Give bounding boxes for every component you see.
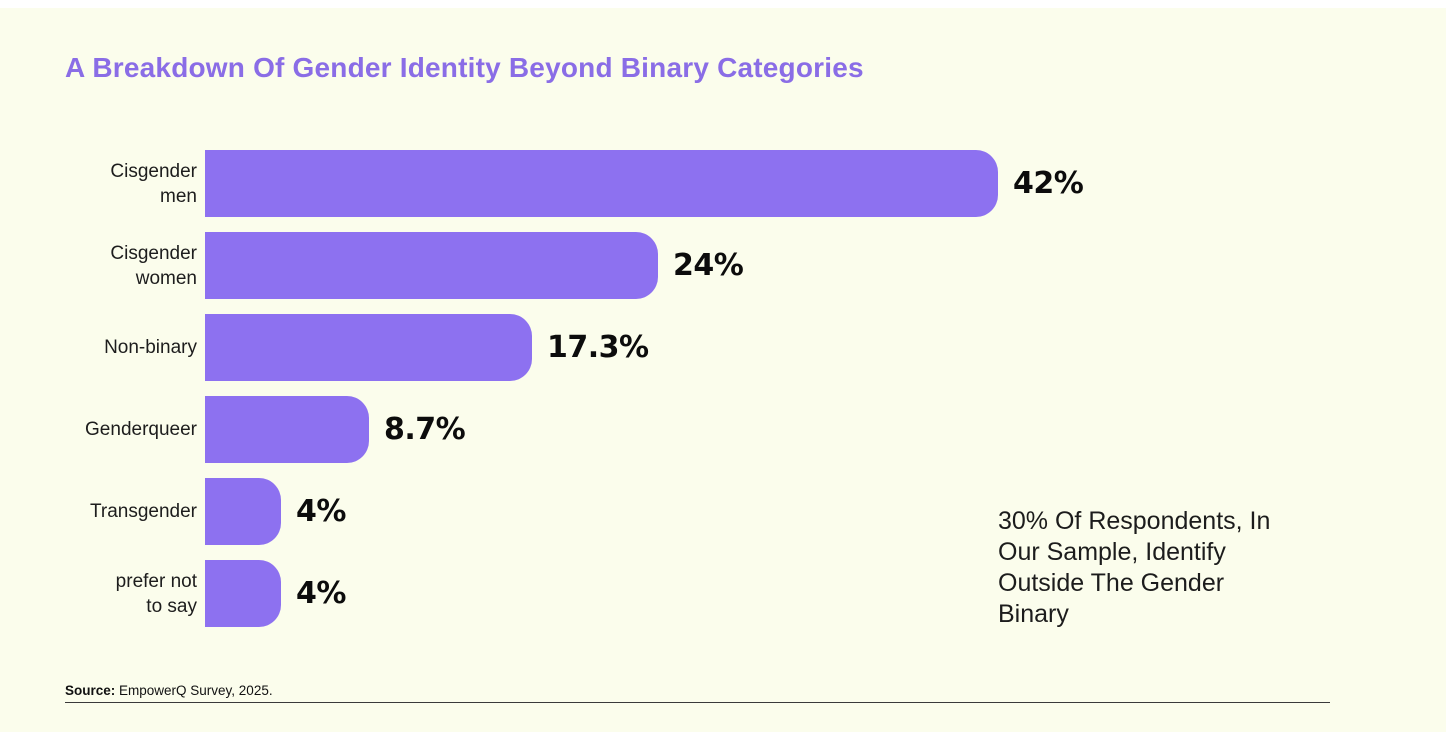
source-label: Source: (65, 683, 116, 698)
bar (205, 396, 369, 463)
bar (205, 150, 998, 217)
bar-row: Transgender 4% (0, 478, 1446, 545)
category-label: Cisgender men (110, 160, 197, 207)
category-label: prefer not to say (115, 570, 197, 617)
annotation-text: 30% Of Respondents, In Our Sample, Ident… (998, 507, 1271, 628)
page-title: A Breakdown Of Gender Identity Beyond Bi… (65, 52, 864, 83)
value-label: 8.7% (384, 412, 466, 447)
bar (205, 314, 532, 381)
source-text: EmpowerQ Survey, 2025. (115, 683, 273, 698)
bar-row: Genderqueer 8.7% (0, 396, 1446, 463)
value-label: 42% (1013, 166, 1084, 201)
value-label: 17.3% (547, 330, 649, 365)
bar-row: prefer not to say 4% (0, 560, 1446, 627)
value-label: 24% (673, 248, 744, 283)
bar-chart: Cisgender men 42% Cisgender women 24% Non-bi… (0, 150, 1446, 642)
bar (205, 232, 658, 299)
source-line: Source: EmpowerQ Survey, 2025. (65, 683, 1330, 703)
category-label: Cisgender women (110, 242, 197, 289)
bar (205, 560, 281, 627)
category-label: Non-binary (104, 337, 197, 358)
bar-row: Cisgender men 42% (0, 150, 1446, 217)
value-label: 4% (296, 494, 346, 529)
value-label: 4% (296, 576, 346, 611)
bar-row: Non-binary 17.3% (0, 314, 1446, 381)
category-label: Genderqueer (85, 419, 197, 440)
bar (205, 478, 281, 545)
infographic-panel: A Breakdown Of Gender Identity Beyond Bi… (0, 8, 1446, 732)
category-label: Transgender (89, 501, 197, 522)
bar-row: Cisgender women 24% (0, 232, 1446, 299)
